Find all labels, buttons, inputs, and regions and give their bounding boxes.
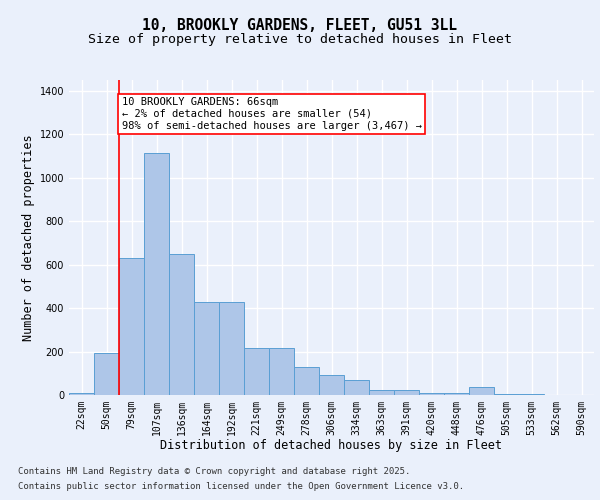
Bar xyxy=(269,348,294,395)
Bar xyxy=(419,393,444,395)
Text: Size of property relative to detached houses in Fleet: Size of property relative to detached ho… xyxy=(88,32,512,46)
Bar xyxy=(69,393,94,395)
Bar xyxy=(344,380,369,395)
Bar xyxy=(519,394,544,395)
Bar xyxy=(319,376,344,395)
Bar xyxy=(219,302,244,395)
Text: Contains public sector information licensed under the Open Government Licence v3: Contains public sector information licen… xyxy=(18,482,464,491)
Bar xyxy=(244,348,269,395)
Bar xyxy=(294,367,319,395)
Text: 10 BROOKLY GARDENS: 66sqm
← 2% of detached houses are smaller (54)
98% of semi-d: 10 BROOKLY GARDENS: 66sqm ← 2% of detach… xyxy=(121,98,421,130)
Bar xyxy=(94,352,119,395)
X-axis label: Distribution of detached houses by size in Fleet: Distribution of detached houses by size … xyxy=(161,440,503,452)
Bar xyxy=(369,390,394,395)
Y-axis label: Number of detached properties: Number of detached properties xyxy=(22,134,35,341)
Bar xyxy=(394,390,419,395)
Text: 10, BROOKLY GARDENS, FLEET, GU51 3LL: 10, BROOKLY GARDENS, FLEET, GU51 3LL xyxy=(143,18,458,32)
Bar xyxy=(169,254,194,395)
Bar xyxy=(444,393,469,395)
Bar xyxy=(144,153,169,395)
Bar xyxy=(119,258,144,395)
Bar xyxy=(469,388,494,395)
Bar xyxy=(194,302,219,395)
Bar xyxy=(494,394,519,395)
Text: Contains HM Land Registry data © Crown copyright and database right 2025.: Contains HM Land Registry data © Crown c… xyxy=(18,467,410,476)
